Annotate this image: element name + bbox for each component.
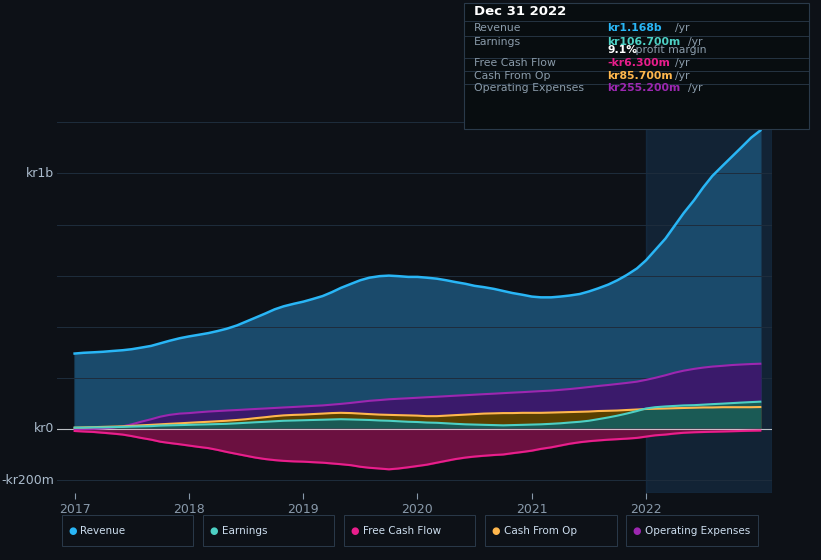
Text: ●: ● [492,526,500,535]
Text: Revenue: Revenue [80,526,126,535]
Text: ●: ● [633,526,641,535]
Text: profit margin: profit margin [632,45,707,55]
Text: Operating Expenses: Operating Expenses [645,526,750,535]
Text: Earnings: Earnings [222,526,267,535]
Text: /yr: /yr [675,58,690,68]
Text: /yr: /yr [688,37,703,47]
Text: ●: ● [209,526,218,535]
Text: kr255.200m: kr255.200m [608,83,681,94]
Text: Dec 31 2022: Dec 31 2022 [474,5,566,18]
Text: -kr6.300m: -kr6.300m [608,58,671,68]
Text: Free Cash Flow: Free Cash Flow [474,58,556,68]
Text: /yr: /yr [675,23,690,33]
Text: Cash From Op: Cash From Op [474,71,550,81]
Text: Revenue: Revenue [474,23,521,33]
Bar [646,84,772,493]
Text: Cash From Op: Cash From Op [504,526,577,535]
Text: Operating Expenses: Operating Expenses [474,83,584,94]
Text: ●: ● [351,526,359,535]
Text: kr85.700m: kr85.700m [608,71,673,81]
Text: kr1.168b: kr1.168b [608,23,663,33]
Text: 9.1%: 9.1% [608,45,638,55]
Text: Free Cash Flow: Free Cash Flow [363,526,441,535]
Text: -kr200m: -kr200m [1,474,54,487]
Text: kr106.700m: kr106.700m [608,37,681,47]
Text: kr0: kr0 [34,422,54,436]
Text: /yr: /yr [688,83,703,94]
Text: ●: ● [68,526,76,535]
Text: /yr: /yr [675,71,690,81]
Text: Earnings: Earnings [474,37,521,47]
Text: kr1b: kr1b [25,167,54,180]
